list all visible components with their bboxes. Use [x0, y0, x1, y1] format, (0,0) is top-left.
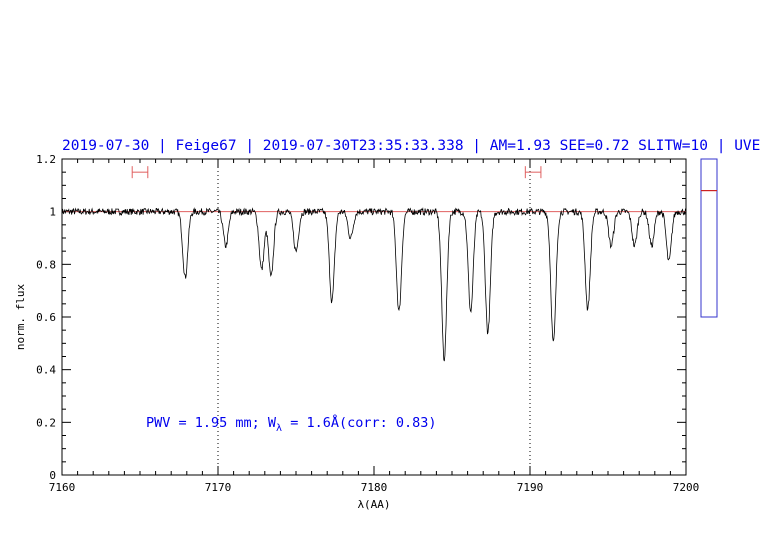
- x-axis-label: λ(AA): [357, 498, 390, 511]
- spectrum-series: [62, 207, 686, 362]
- x-tick-label: 7200: [673, 481, 700, 494]
- y-tick-label: 0.2: [36, 416, 56, 429]
- x-tick-label: 7180: [361, 481, 388, 494]
- y-tick-label: 0.4: [36, 364, 56, 377]
- y-tick-label: 0: [49, 469, 56, 482]
- x-tick-label: 7170: [205, 481, 232, 494]
- x-tick-label: 7190: [517, 481, 544, 494]
- y-tick-label: 0.6: [36, 311, 56, 324]
- y-tick-label: 0.8: [36, 258, 56, 271]
- x-tick-label: 7160: [49, 481, 76, 494]
- pwv-annotation: PWV = 1.95 mm; Wλ = 1.6Å(corr: 0.83): [146, 414, 437, 434]
- y-tick-label: 1.2: [36, 153, 56, 166]
- pwv-annotation-prefix: PWV = 1.95 mm; W: [146, 415, 277, 431]
- y-axis-label: norm. flux: [14, 284, 27, 351]
- pwv-annotation-subscript: λ: [276, 423, 282, 434]
- side-panel: [700, 158, 718, 318]
- y-tick-label: 1: [49, 206, 56, 219]
- axis-tick-labels: 7160 7170 7180 7190 7200 0 0.2 0.4 0.6 0.8 1 1.2: [36, 153, 699, 494]
- chart-title: 2019-07-30 | Feige67 | 2019-07-30T23:35:…: [62, 138, 760, 154]
- interval-markers: [131, 166, 542, 179]
- axis-ticks: [61, 158, 687, 476]
- pwv-annotation-suffix: = 1.6Å(corr: 0.83): [282, 414, 436, 431]
